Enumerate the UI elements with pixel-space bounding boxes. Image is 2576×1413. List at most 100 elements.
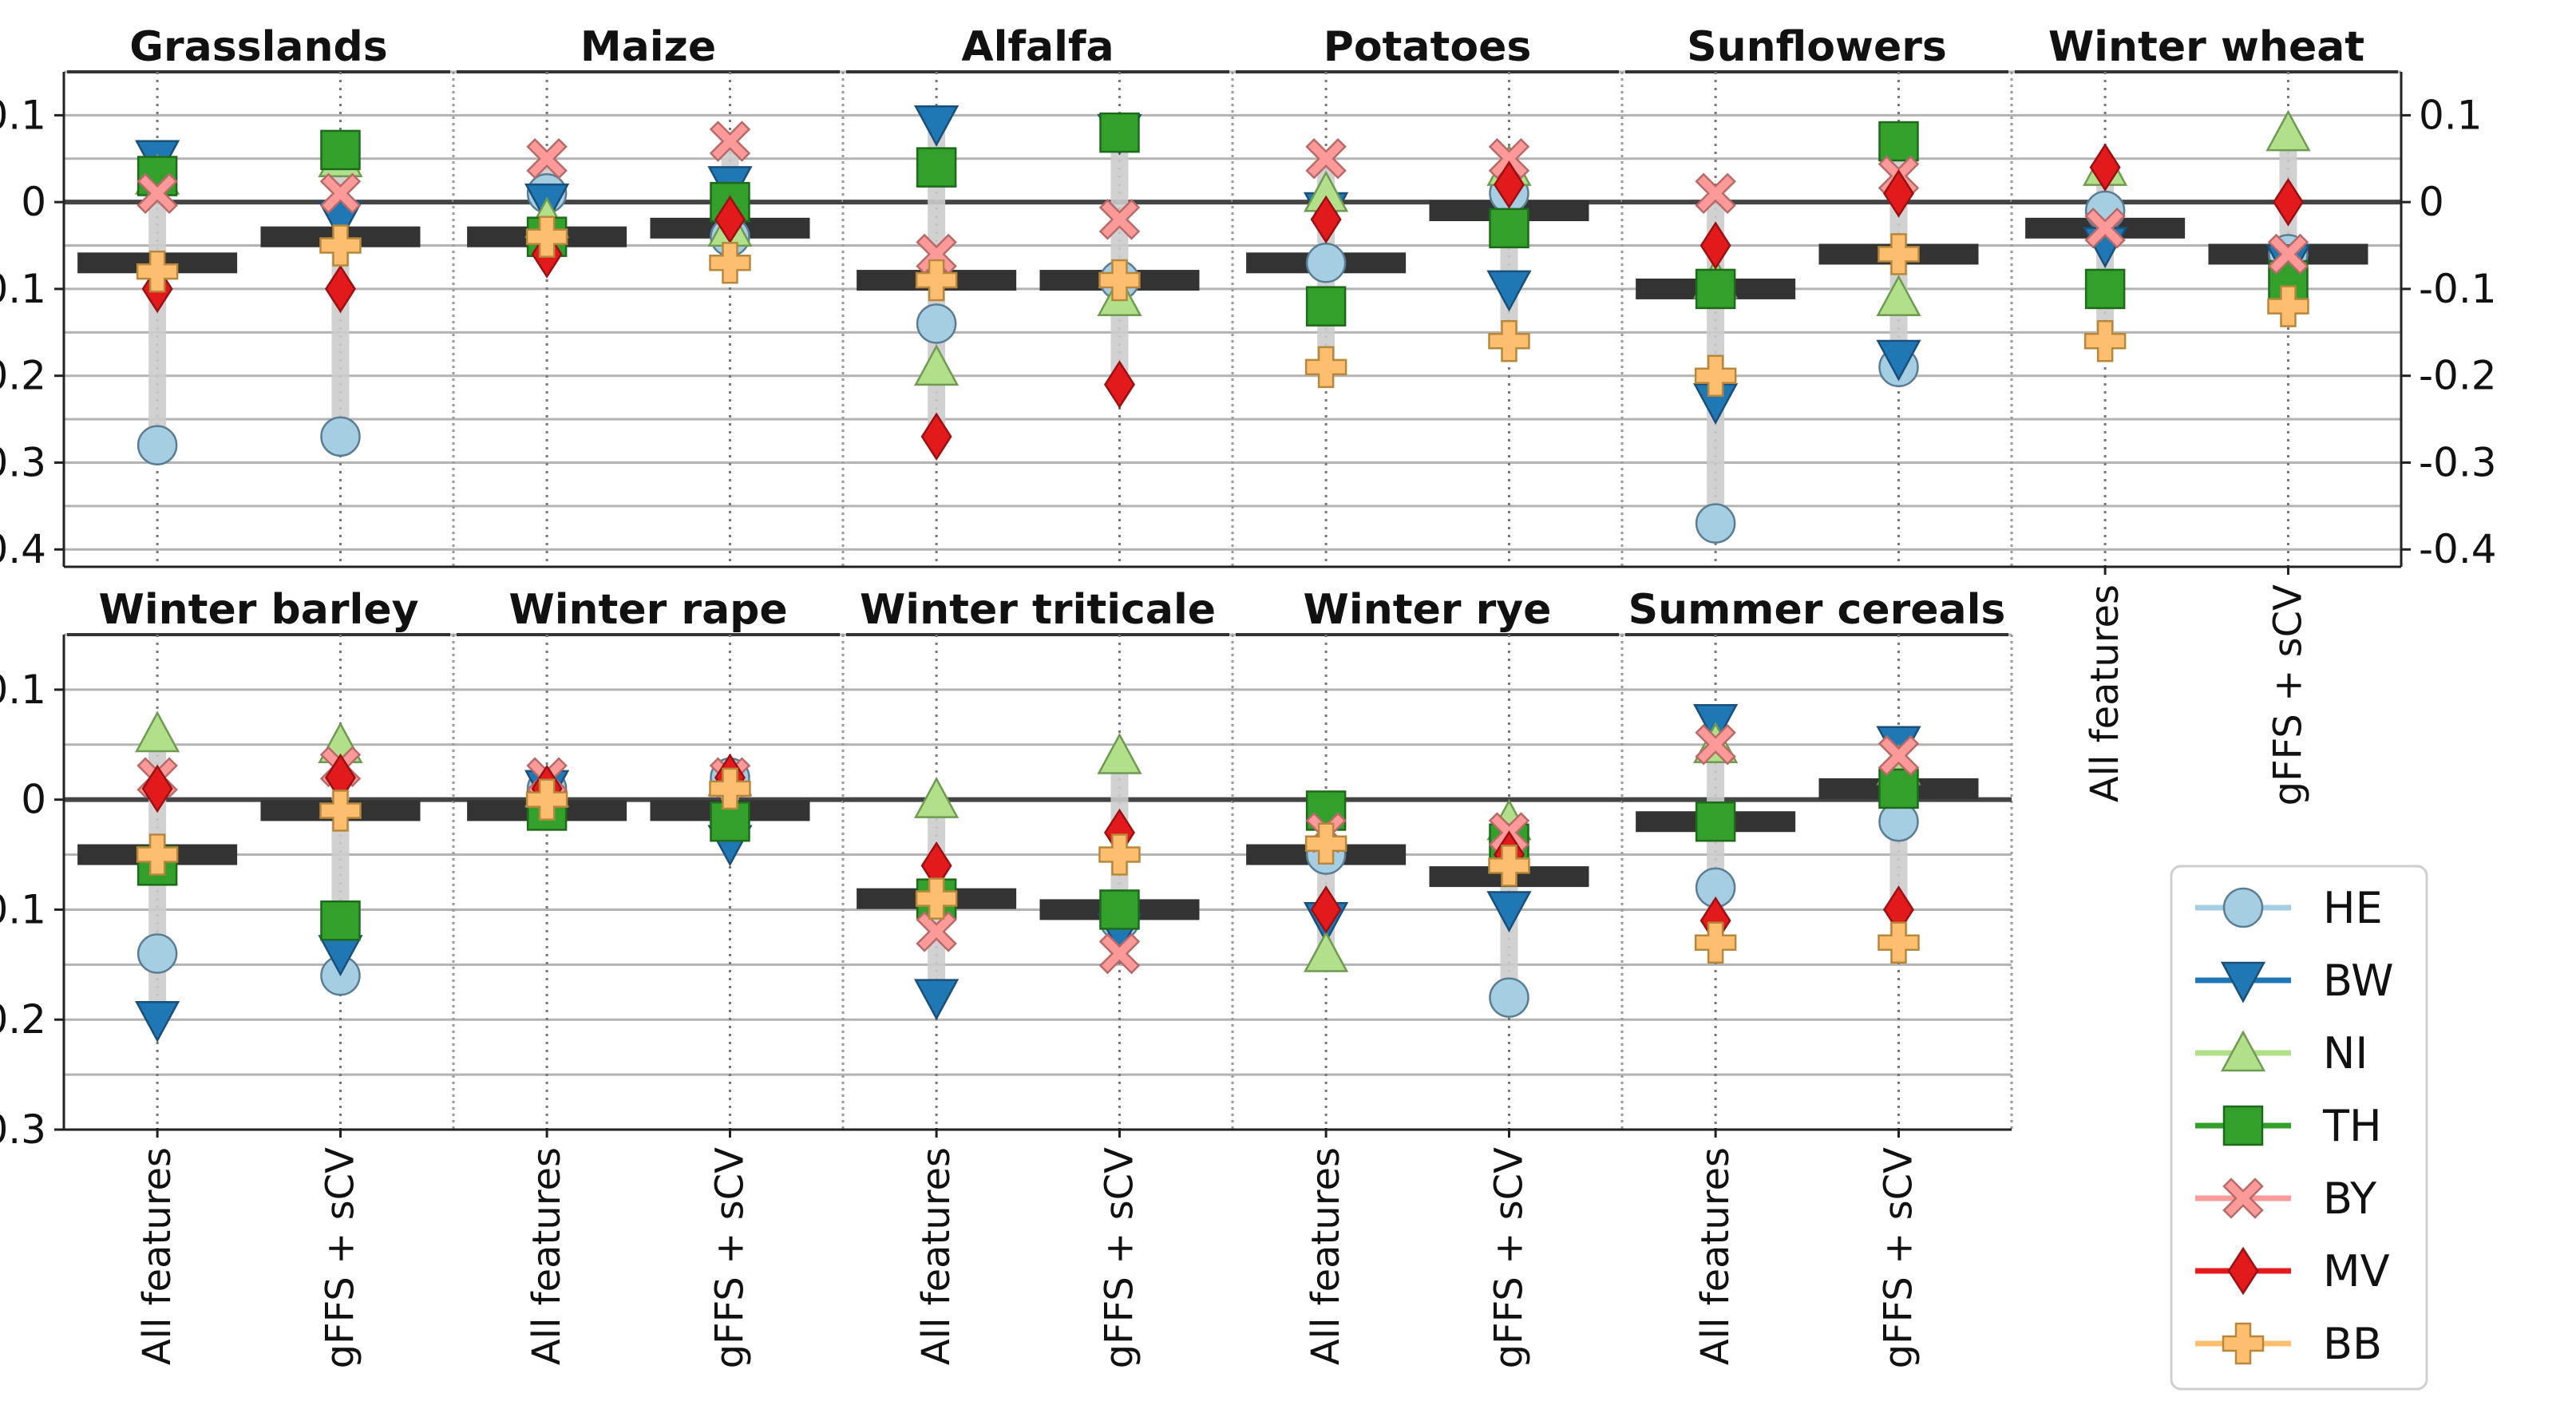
marker-th [1099, 889, 1140, 930]
legend-marker-th [2222, 1105, 2264, 1146]
panel-title: Potatoes [1324, 23, 1532, 71]
axis-layer: 0.1 0.1 0 0 -0.1 -0.1 -0.2 -0.2 -0.3 -0.3 -0.4 -0.4… [0, 72, 2497, 1368]
marker-by [1305, 138, 1347, 180]
marker-bb [1098, 833, 1141, 876]
marker-by [1695, 724, 1736, 766]
panel-winter-rape: Winter rape [452, 586, 845, 1130]
marker-bw [1486, 270, 1532, 312]
x-tick-label: All features [524, 1147, 569, 1365]
marker-by [319, 172, 362, 215]
marker-he [137, 425, 178, 465]
legend-label: HE [2323, 883, 2383, 933]
marker-he [1695, 503, 1736, 544]
marker-ni [1876, 275, 1921, 317]
marker-by [1878, 734, 1920, 777]
legend-item-th: TH [2195, 1101, 2382, 1151]
panel-title: Winter rye [1304, 586, 1552, 634]
marker-by [2084, 208, 2126, 249]
panel-summer-cereals: Summer cereals [1620, 586, 2013, 1130]
legend-item-bb: BB [2195, 1319, 2382, 1369]
marker-mv [141, 764, 173, 813]
x-tick-label: gFFS + sCV [2265, 584, 2310, 806]
marker-th [320, 129, 361, 171]
marker-bb [1878, 921, 1920, 964]
marker-th [1695, 801, 1736, 842]
x-tick-label: gFFS + sCV [707, 1147, 752, 1369]
panel-winter-wheat: Winter wheat [2010, 23, 2403, 567]
marker-bb [525, 778, 568, 821]
marker-he [1305, 243, 1347, 283]
marker-he [1489, 977, 1529, 1018]
y-tick-label: 0 [21, 179, 46, 225]
marker-th [1878, 121, 1919, 162]
marker-mv [2089, 143, 2121, 192]
legend-label: MV [2323, 1246, 2390, 1296]
marker-mv [1310, 885, 1342, 934]
marker-bb [2083, 319, 2127, 362]
panel-winter-rye: Winter rye [1231, 586, 1624, 1130]
legend-label: BB [2323, 1319, 2382, 1369]
y-tick-label: 0.1 [0, 667, 46, 713]
marker-by [1098, 199, 1141, 240]
marker-bb [1098, 259, 1141, 302]
marker-bb [319, 224, 362, 267]
y-tick-label: -0.1 [0, 266, 46, 312]
y-tick-label: 0.1 [0, 92, 46, 138]
panels-layer: Grasslands Maize Alfalfa Potatoes Sunflowers… [62, 23, 2403, 1130]
marker-bb [136, 833, 179, 876]
legend-item-by: BY [2195, 1174, 2377, 1224]
y-tick-label: -0.4 [0, 526, 46, 572]
panel-title: Winter barley [98, 586, 418, 634]
y-tick-label-right: -0.4 [2419, 526, 2497, 572]
panel-title: Alfalfa [961, 23, 1114, 71]
marker-th [1099, 112, 1140, 153]
x-axis-labels: All features gFFS + sCV All features gFFS +… [135, 565, 2310, 1368]
y-tick-label: -0.3 [0, 1106, 46, 1153]
y-tick-label: -0.2 [0, 996, 46, 1043]
y-tick-label-right: 0 [2419, 179, 2444, 225]
marker-bb [915, 877, 958, 920]
marker-by [709, 121, 751, 162]
y-axis-row-1: 0.1 0 -0.1 -0.2 -0.3 [0, 635, 2012, 1153]
marker-by [2267, 233, 2309, 275]
marker-bb [136, 250, 179, 293]
x-tick-label: gFFS + sCV [1097, 1147, 1142, 1369]
legend-item-bw: BW [2195, 956, 2394, 1006]
marker-bb [1694, 354, 1737, 397]
panel-title: Winter triticale [860, 586, 1216, 634]
marker-th [1305, 286, 1347, 327]
y-tick-label: -0.2 [0, 353, 46, 399]
legend-item-mv: MV [2195, 1246, 2390, 1296]
marker-mv [1700, 221, 1731, 270]
marker-mv [2272, 177, 2304, 227]
marker-bb [319, 790, 362, 832]
marker-th [1695, 268, 1736, 310]
marker-by [1098, 932, 1141, 975]
marker-bw [135, 1000, 180, 1043]
y-tick-label-right: -0.3 [2419, 439, 2497, 485]
marker-bw [914, 105, 960, 147]
legend: HE BW NI TH BY MV BB [2170, 865, 2428, 1391]
panel-maize: Maize [452, 23, 845, 567]
x-tick-label: gFFS + sCV [318, 1147, 362, 1369]
marker-th [1878, 768, 1919, 809]
legend-item-ni: NI [2195, 1028, 2368, 1079]
marker-bb [1488, 319, 1530, 362]
x-tick-label: All features [1304, 1147, 1348, 1365]
marker-by [1695, 172, 1736, 215]
marker-ni [914, 777, 960, 818]
panel-winter-barley: Winter barley [62, 586, 455, 1130]
panel-grasslands: Grasslands [62, 23, 455, 567]
range-bar [1110, 133, 1129, 385]
y-tick-label-right: -0.2 [2419, 353, 2497, 399]
legend-box [2170, 865, 2428, 1391]
marker-ni [1097, 732, 1142, 774]
y-axis-row-0: 0.1 0.1 0 0 -0.1 -0.1 -0.2 -0.2 -0.3 -0.3 -0.4 -0.4 [0, 72, 2497, 572]
x-tick-label: All features [914, 1147, 959, 1365]
marker-mv [1103, 360, 1135, 409]
x-tick-label: All features [135, 1147, 180, 1365]
marker-mv [324, 264, 356, 314]
panel-title: Winter rape [508, 586, 787, 634]
marker-bw [1486, 891, 1532, 933]
marker-mv [714, 195, 746, 244]
